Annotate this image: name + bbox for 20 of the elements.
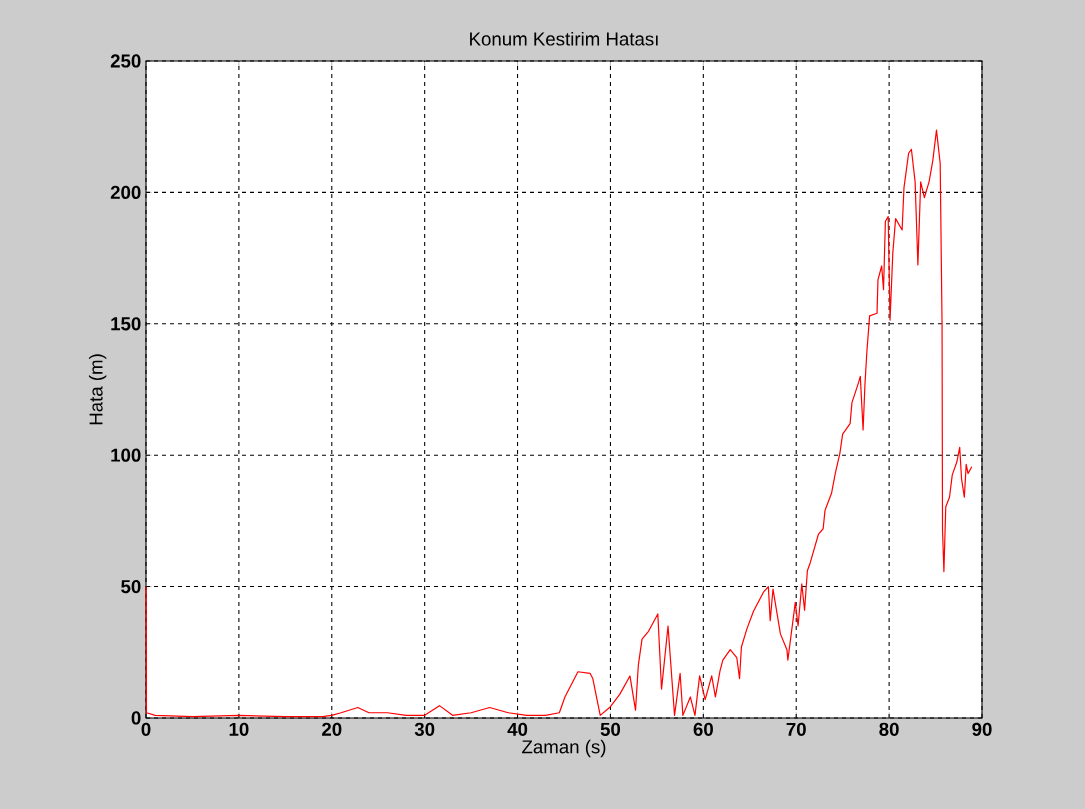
chart-title: Konum Kestirim Hatası bbox=[470, 31, 658, 46]
line-series bbox=[145, 129, 973, 718]
y-tick-label: 50 bbox=[121, 579, 141, 594]
x-tick-label: 10 bbox=[229, 722, 249, 736]
y-tick-label: 0 bbox=[131, 711, 141, 725]
x-tick-label: 90 bbox=[972, 722, 992, 736]
y-tick-label: 200 bbox=[110, 185, 141, 199]
y-tick-label: 100 bbox=[111, 448, 141, 462]
y-tick-label: 150 bbox=[111, 317, 141, 331]
x-tick-label: 40 bbox=[507, 722, 528, 736]
x-tick-label: 0 bbox=[141, 722, 151, 736]
x-tick-label: 30 bbox=[414, 722, 435, 736]
x-tick-label: 60 bbox=[693, 722, 713, 736]
y-axis-title: Hata (m) bbox=[88, 354, 107, 425]
y-tick-label: 250 bbox=[110, 54, 141, 68]
x-tick-label: 50 bbox=[600, 722, 621, 736]
x-tick-label: 80 bbox=[879, 722, 899, 736]
x-tick-label: 70 bbox=[786, 722, 806, 736]
x-axis-title: Zaman (s) bbox=[522, 739, 606, 758]
x-tick-label: 20 bbox=[322, 722, 342, 736]
